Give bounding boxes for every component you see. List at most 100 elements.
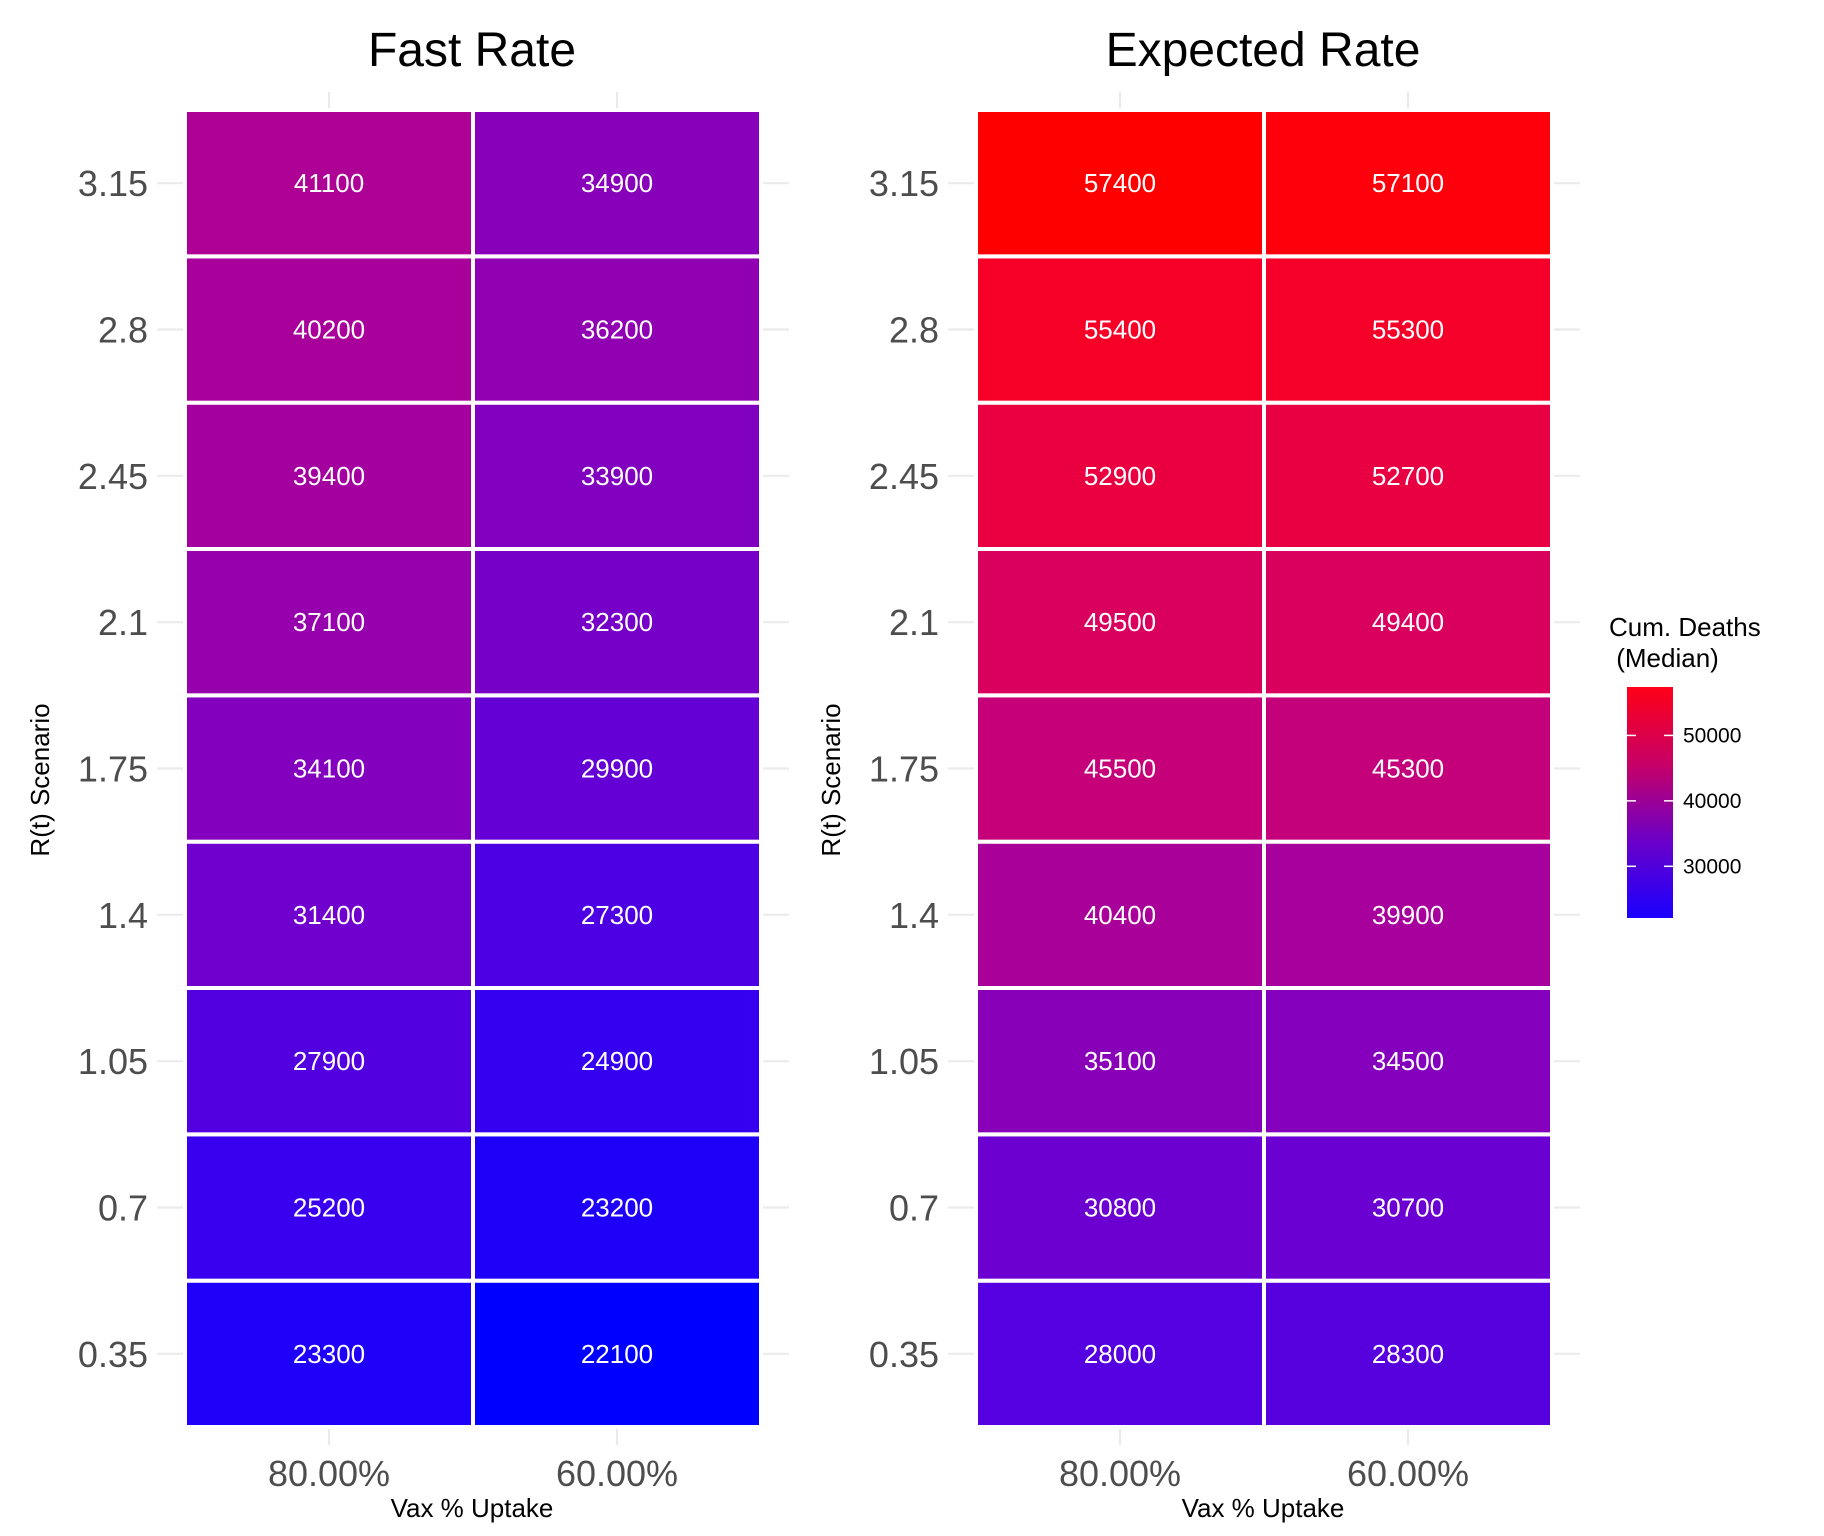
fast-rate-cell-value-label: 41100 (294, 168, 364, 198)
fast-rate-heatmap-cell (471, 547, 763, 698)
expected-rate-heatmap-cell (974, 400, 1266, 551)
expected-rate-y-tick-label: 3.15 (869, 163, 939, 204)
fast-rate-cell-value-label: 39400 (293, 461, 365, 491)
expected-rate-title: Expected Rate (1106, 24, 1421, 77)
fast-rate-cell-value-label: 33900 (581, 461, 653, 491)
fast-rate-y-tick-label: 2.1 (98, 602, 148, 643)
expected-rate-cell-value-label: 34500 (1372, 1046, 1444, 1076)
expected-rate-x-axis-title: Vax % Uptake (1182, 1493, 1345, 1523)
legend-ticks: 30000 40000 50000 (1627, 724, 1741, 878)
expected-rate-cell-value-label: 28300 (1372, 1339, 1444, 1369)
fast-rate-cell-value-label: 40200 (293, 315, 365, 345)
expected-rate-x-tick-label: 80.00% (1059, 1453, 1181, 1494)
fast-rate-heatmap-cell (183, 986, 475, 1137)
fast-rate-y-tick-label: 2.45 (78, 456, 148, 497)
fast-rate-heatmap-cell (471, 1278, 763, 1429)
fast-rate-x-tick-label: 60.00% (556, 1453, 678, 1494)
expected-rate-cell-value-label: 35100 (1084, 1046, 1156, 1076)
legend-title-line2: (Median) (1609, 643, 1719, 673)
fast-rate-heatmap-cell (183, 254, 475, 405)
fast-rate-cell-value-label: 23200 (581, 1193, 653, 1223)
fast-rate-cell-value-label: 29900 (581, 754, 653, 784)
expected-rate-y-tick-label: 2.8 (889, 310, 939, 351)
expected-rate-cell-value-label: 45500 (1084, 754, 1156, 784)
expected-rate-heatmap-cell (1262, 986, 1554, 1137)
fast-rate-heatmap-cell (183, 547, 475, 698)
expected-rate-panel: Expected Rate Vax % Uptake R(t) Scenario… (816, 24, 1580, 1523)
fast-rate-cell-value-label: 25200 (293, 1193, 365, 1223)
expected-rate-cell-value-label: 55400 (1084, 315, 1156, 345)
expected-rate-heatmap-cell (974, 839, 1266, 991)
legend-title-line1: Cum. Deaths (1609, 612, 1761, 642)
fast-rate-y-tick-label: 0.35 (78, 1334, 148, 1375)
fast-rate-cell-value-label: 34100 (293, 754, 365, 784)
fast-rate-cell-value-label: 27900 (293, 1046, 365, 1076)
fast-rate-y-tick-label: 1.75 (78, 749, 148, 790)
fast-rate-cell-value-label: 34900 (581, 168, 653, 198)
expected-rate-cell-value-label: 28000 (1084, 1339, 1156, 1369)
expected-rate-y-tick-label: 1.4 (889, 895, 939, 936)
expected-rate-x-tick-label: 60.00% (1347, 1453, 1469, 1494)
fast-rate-heatmap-cell (471, 108, 763, 259)
fast-rate-heatmap-cell (471, 1132, 763, 1283)
fast-rate-cell-value-label: 23300 (293, 1339, 365, 1369)
legend-tick-label: 50000 (1683, 724, 1741, 747)
expected-rate-y-tick-label: 2.45 (869, 456, 939, 497)
fast-rate-cell-value-label: 37100 (293, 607, 365, 637)
expected-rate-heatmap-cell (1262, 108, 1554, 259)
expected-rate-cell-value-label: 49400 (1372, 607, 1444, 637)
expected-rate-y-axis-title: R(t) Scenario (816, 703, 846, 856)
fast-rate-heatmap-cell (471, 693, 763, 844)
expected-rate-cell-value-label: 49500 (1084, 607, 1156, 637)
expected-rate-cell-value-label: 57100 (1372, 168, 1444, 198)
fast-rate-title: Fast Rate (368, 24, 576, 77)
fast-rate-cell-value-label: 27300 (581, 900, 653, 930)
expected-rate-y-tick-label: 1.75 (869, 749, 939, 790)
expected-rate-heatmap-cell (1262, 693, 1554, 844)
fast-rate-cell-value-label: 31400 (293, 900, 365, 930)
fast-rate-y-axis-title: R(t) Scenario (25, 703, 55, 856)
fast-rate-y-tick-label: 1.05 (78, 1041, 148, 1082)
fast-rate-heatmap-cell (183, 1278, 475, 1429)
fast-rate-cell-value-label: 24900 (581, 1046, 653, 1076)
fast-rate-y-tick-label: 3.15 (78, 163, 148, 204)
fast-rate-x-axis-title: Vax % Uptake (391, 1493, 554, 1523)
expected-rate-heatmap-cell (1262, 839, 1554, 991)
expected-rate-cell-value-label: 30800 (1084, 1193, 1156, 1223)
expected-rate-cell-value-label: 45300 (1372, 754, 1444, 784)
fast-rate-x-tick-label: 80.00% (268, 1453, 390, 1494)
expected-rate-heatmap-cell (974, 1132, 1266, 1283)
fast-rate-heatmap-cell (183, 400, 475, 551)
fast-rate-cell-value-label: 36200 (581, 315, 653, 345)
expected-rate-y-tick-label: 0.35 (869, 1334, 939, 1375)
expected-rate-cell-value-label: 52900 (1084, 461, 1156, 491)
legend-color-bar (1627, 687, 1673, 918)
expected-rate-heatmap-cell (1262, 1278, 1554, 1429)
legend-tick-label: 40000 (1683, 790, 1741, 813)
fast-rate-y-tick-label: 0.7 (98, 1188, 148, 1229)
fast-rate-cell-value-label: 32300 (581, 607, 653, 637)
legend-tick-label: 30000 (1683, 855, 1741, 878)
fast-rate-y-tick-label: 2.8 (98, 310, 148, 351)
expected-rate-cell-value-label: 30700 (1372, 1193, 1444, 1223)
expected-rate-heatmap-cell (1262, 254, 1554, 405)
expected-rate-heatmap-cell (974, 986, 1266, 1137)
fast-rate-heatmap-cell (183, 108, 475, 259)
fast-rate-y-tick-label: 1.4 (98, 895, 148, 936)
expected-rate-heatmap-cell (1262, 400, 1554, 551)
expected-rate-heatmap-cell (1262, 547, 1554, 698)
fast-rate-panel: Fast Rate Vax % Uptake R(t) Scenario 233… (25, 24, 789, 1523)
expected-rate-cell-value-label: 40400 (1084, 900, 1156, 930)
color-legend: Cum. Deaths (Median) 30000 40000 50000 (1609, 612, 1761, 918)
expected-rate-cell-value-label: 57400 (1084, 168, 1156, 198)
expected-rate-cell-value-label: 55300 (1372, 315, 1444, 345)
expected-rate-cell-value-label: 39900 (1372, 900, 1444, 930)
fast-rate-heatmap-cell (471, 254, 763, 405)
expected-rate-heatmap-cell (1262, 1132, 1554, 1283)
expected-rate-y-tick-label: 0.7 (889, 1188, 939, 1229)
expected-rate-cell-value-label: 52700 (1372, 461, 1444, 491)
expected-rate-y-tick-label: 1.05 (869, 1041, 939, 1082)
fast-rate-cell-value-label: 22100 (581, 1339, 653, 1369)
expected-rate-y-tick-label: 2.1 (889, 602, 939, 643)
